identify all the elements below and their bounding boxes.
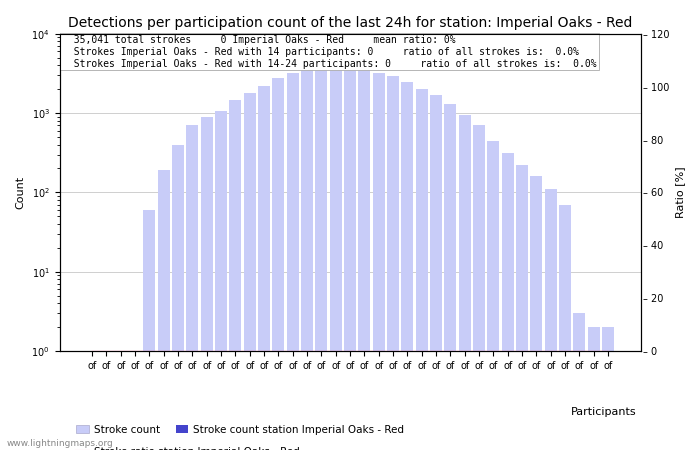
- Bar: [502, 153, 514, 450]
- Bar: [473, 126, 485, 450]
- Bar: [244, 93, 256, 450]
- Text: Participants: Participants: [571, 407, 637, 417]
- Bar: [286, 73, 299, 450]
- Bar: [444, 104, 456, 450]
- Bar: [516, 165, 528, 450]
- Bar: [387, 76, 399, 450]
- Bar: [587, 327, 600, 450]
- Bar: [272, 77, 284, 450]
- Bar: [458, 115, 471, 450]
- Bar: [545, 189, 556, 450]
- Bar: [573, 313, 585, 450]
- Bar: [401, 81, 414, 450]
- Bar: [144, 210, 155, 450]
- Bar: [186, 126, 198, 450]
- Bar: [330, 62, 342, 450]
- Bar: [416, 89, 428, 450]
- Bar: [258, 86, 270, 450]
- Text: www.lightningmaps.org: www.lightningmaps.org: [7, 439, 113, 448]
- Bar: [344, 63, 356, 450]
- Text: 35,041 total strokes     0 Imperial Oaks - Red     mean ratio: 0%
  Strokes Impe: 35,041 total strokes 0 Imperial Oaks - R…: [62, 36, 597, 68]
- Bar: [372, 73, 385, 450]
- Bar: [158, 170, 170, 450]
- Bar: [602, 327, 614, 450]
- Bar: [559, 205, 571, 450]
- Bar: [315, 61, 328, 450]
- Bar: [530, 176, 542, 450]
- Bar: [229, 100, 241, 450]
- Legend: Stroke ratio station Imperial Oaks - Red: Stroke ratio station Imperial Oaks - Red: [76, 447, 300, 450]
- Bar: [301, 63, 313, 450]
- Bar: [215, 112, 227, 450]
- Bar: [201, 117, 213, 450]
- Y-axis label: Count: Count: [15, 176, 26, 209]
- Title: Detections per participation count of the last 24h for station: Imperial Oaks - : Detections per participation count of th…: [68, 16, 632, 30]
- Bar: [430, 95, 442, 450]
- Y-axis label: Ratio [%]: Ratio [%]: [676, 166, 685, 218]
- Bar: [487, 140, 499, 450]
- Bar: [358, 66, 370, 450]
- Bar: [172, 145, 184, 450]
